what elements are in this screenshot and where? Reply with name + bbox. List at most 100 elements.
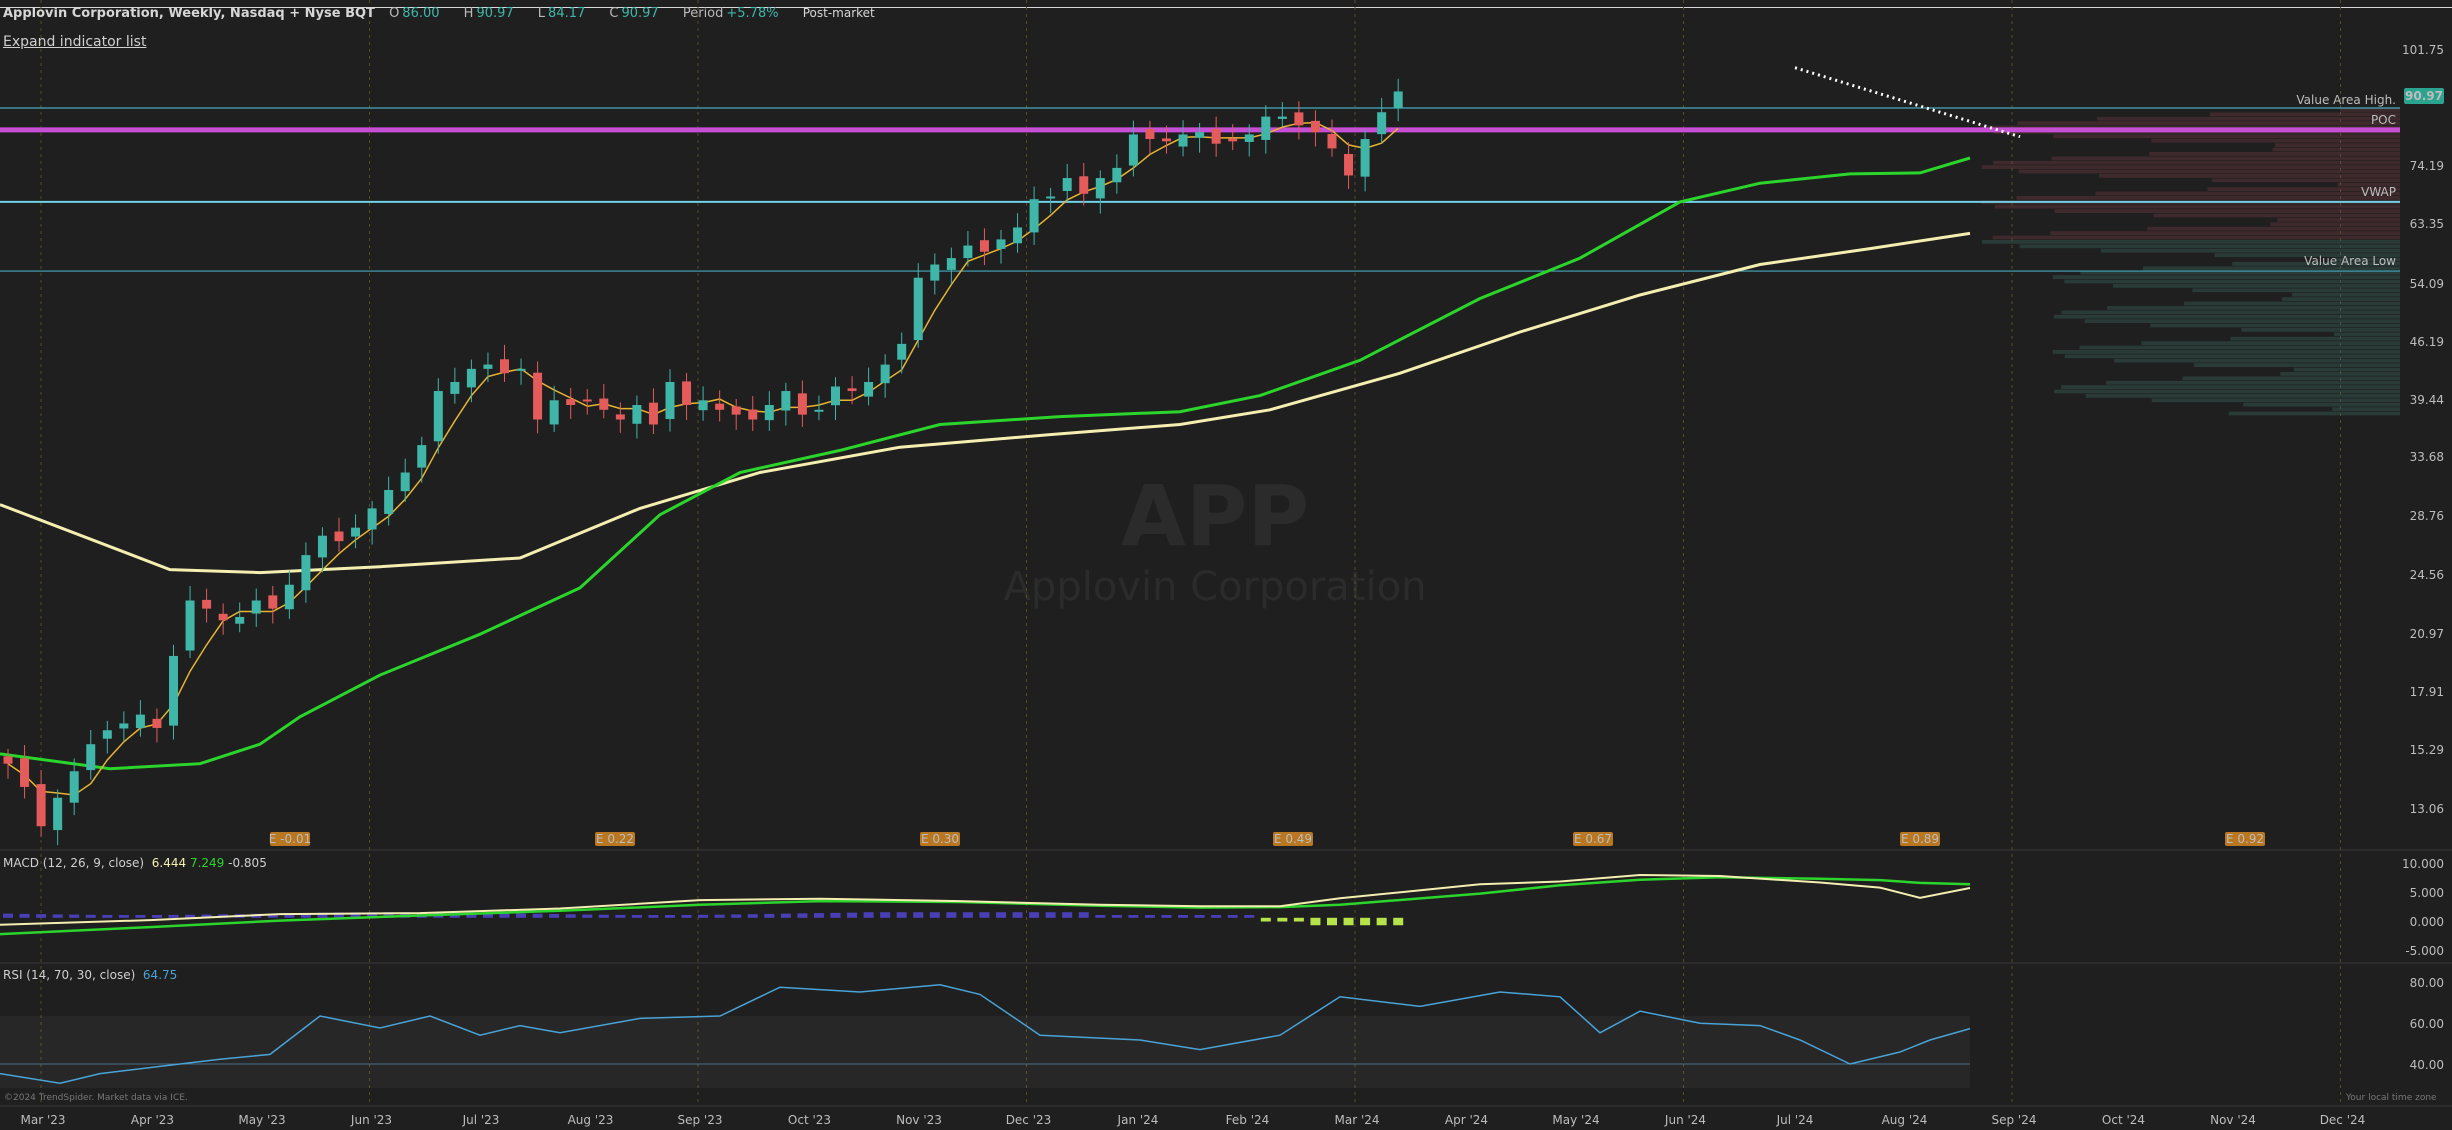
volume-profile-bar <box>2097 116 2400 121</box>
macd-hist-bar <box>996 912 1006 918</box>
macd-hist-bar <box>1128 915 1139 918</box>
sma-slow-line <box>0 231 1971 575</box>
candle-body <box>1211 128 1221 144</box>
candle-body <box>1162 138 1171 142</box>
macd-hist-bar <box>482 912 493 918</box>
candle-body <box>334 531 344 542</box>
candle-body <box>781 391 791 411</box>
candle-body <box>301 555 311 591</box>
symbol-title: Applovin Corporation, Weekly, Nasdaq + N… <box>3 6 375 21</box>
macd-hist-bar <box>565 914 576 918</box>
candle-body <box>466 368 476 388</box>
macd-hist-bar <box>118 914 129 918</box>
candle-body <box>185 600 195 651</box>
volume-profile-bar <box>2054 209 2400 213</box>
volume-profile-bar <box>1993 160 2400 165</box>
price-axis-label: 39.44 <box>2410 393 2444 407</box>
macd-hist-bar <box>1293 917 1304 922</box>
macd-hist-bar <box>764 913 775 918</box>
macd-hist-bar <box>1211 915 1222 918</box>
candle-body <box>715 403 725 410</box>
macd-hist-bar <box>168 914 179 918</box>
volume-profile-bar <box>2277 218 2400 222</box>
macd-hist-bar <box>1045 912 1056 918</box>
candle-body <box>1046 196 1056 199</box>
volume-profile-bar <box>2243 402 2400 407</box>
volume-profile-bar <box>1992 235 2400 240</box>
price-axis-label: 54.09 <box>2410 277 2444 291</box>
candle-body <box>218 613 228 621</box>
volume-profile-bar <box>2182 376 2400 381</box>
candle-body <box>1228 138 1238 142</box>
earnings-marker-text: E 0.30 <box>921 832 959 846</box>
macd-hist-bar <box>648 915 659 918</box>
candle-body <box>1377 112 1387 135</box>
candle-body <box>946 258 956 270</box>
macd-hist-bar <box>1194 915 1205 918</box>
time-axis-label: Nov '24 <box>2210 1113 2256 1127</box>
macd-hist-bar <box>532 913 543 918</box>
volume-profile-bar <box>2052 275 2400 279</box>
candle-body <box>632 405 642 424</box>
vwap-label: VWAP <box>2361 185 2396 199</box>
price-axis-label: 33.68 <box>2410 450 2444 464</box>
candle-body <box>268 595 278 609</box>
rsi-axis-label: 60.00 <box>2410 1017 2444 1031</box>
poc-label: POC <box>2371 113 2396 127</box>
volume-profile-bar <box>2293 367 2400 372</box>
macd-hist-bar <box>913 912 924 918</box>
time-axis-label: Jul '23 <box>462 1113 500 1127</box>
macd-hist-bar <box>929 912 940 918</box>
volume-profile-bar <box>2214 253 2400 257</box>
volume-profile-bar <box>2084 319 2400 323</box>
volume-profile-bar <box>2016 196 2400 200</box>
expand-indicator-list-link[interactable]: Expand indicator list <box>3 34 147 50</box>
volume-profile-bar <box>1981 165 2400 169</box>
volume-profile-bar <box>2064 354 2400 359</box>
macd-hist-bar <box>1260 917 1271 922</box>
candle-body <box>119 723 129 729</box>
time-axis-label: Jun '24 <box>1664 1113 1706 1127</box>
candle-body <box>516 368 526 371</box>
volume-profile-bar <box>2153 213 2400 218</box>
volume-profile-bar <box>2053 314 2400 319</box>
candle-body <box>1393 91 1403 109</box>
candle-body <box>682 381 692 406</box>
price-axis-label: 13.06 <box>2410 802 2444 816</box>
macd-hist-bar <box>1078 912 1089 918</box>
macd-hist-bar <box>896 912 907 918</box>
macd-hist-bar <box>499 913 510 918</box>
volume-profile-bar <box>2017 121 2400 125</box>
volume-profile-bar <box>2230 336 2400 341</box>
candle-body <box>417 445 427 468</box>
candle-body <box>202 599 212 609</box>
candle-body <box>367 508 377 530</box>
volume-profile-bar <box>2141 341 2400 345</box>
candle-body <box>1327 133 1337 149</box>
earnings-marker <box>595 832 635 846</box>
candle-body <box>1145 128 1155 140</box>
volume-profile-bar <box>2209 112 2400 117</box>
volume-profile-bar <box>2147 226 2400 231</box>
macd-signal-value: 7.249 <box>189 856 225 870</box>
candle-body <box>20 758 30 787</box>
volume-profile-bar <box>2085 394 2400 398</box>
candle-body <box>36 784 46 827</box>
candle-body <box>1195 132 1205 138</box>
candle-body <box>996 239 1006 249</box>
macd-line <box>0 873 1971 926</box>
candle-body <box>500 359 509 374</box>
candle-body <box>69 771 79 803</box>
price-axis-label: 101.75 <box>2402 43 2444 57</box>
candle-body <box>317 535 327 558</box>
macd-hist-bar <box>698 914 709 918</box>
time-axis-label: Mar '23 <box>20 1113 65 1127</box>
macd-hist-bar <box>201 914 212 918</box>
macd-hist-bar <box>317 912 328 918</box>
macd-hist-bar <box>731 914 742 918</box>
ohlc-open: O 86.00 <box>389 6 440 21</box>
volume-profile-bar <box>2270 222 2400 227</box>
macd-hist-bar <box>19 913 30 918</box>
macd-hist-bar <box>1244 915 1255 918</box>
